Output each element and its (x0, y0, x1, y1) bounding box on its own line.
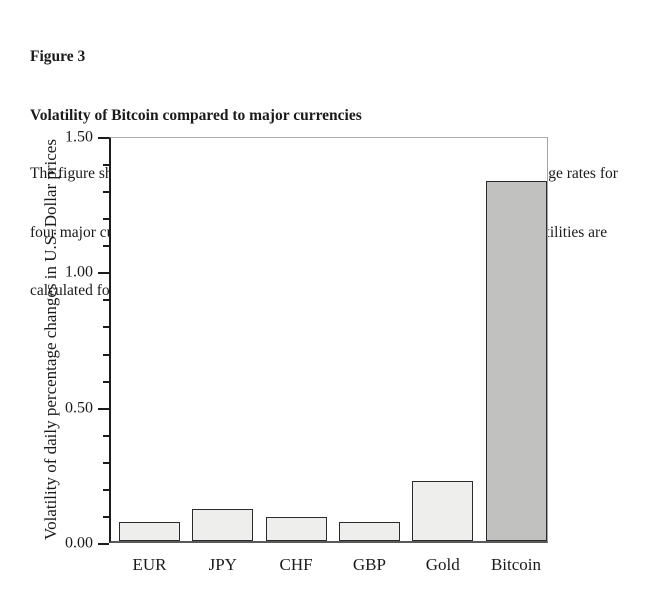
y-axis-title: Volatility of daily percentage changes i… (41, 139, 60, 541)
y-minor-tick (103, 434, 109, 437)
y-minor-tick (103, 326, 109, 329)
y-major-tick (98, 407, 109, 410)
y-tick-label: 0.50 (65, 399, 93, 417)
y-minor-tick (103, 461, 109, 464)
x-tick-label-jpy: JPY (208, 555, 237, 574)
y-minor-tick (103, 245, 109, 248)
plot-area: EUR JPY CHF GBP Gold Bitcoin 0.00 0.50 1.00 1.50 (65, 129, 548, 574)
y-tick-label: 1.50 (65, 128, 93, 146)
figure-label: Figure 3 (30, 48, 86, 65)
y-minor-tick (103, 515, 109, 518)
x-tick-label-eur: EUR (132, 555, 167, 574)
y-tick-label: 1.00 (65, 263, 93, 281)
figure-title: Volatility of Bitcoin compared to major … (30, 106, 362, 124)
x-tick-label-chf: CHF (279, 555, 313, 574)
y-minor-tick (103, 218, 109, 221)
x-tick-label-bitcoin: Bitcoin (490, 555, 542, 574)
y-major-tick (98, 543, 109, 545)
y-major-tick (98, 137, 109, 139)
bar-gbp (338, 522, 400, 541)
y-minor-tick (103, 299, 109, 302)
bar-bitcoin (485, 181, 547, 541)
bar-gold (412, 481, 474, 541)
y-minor-tick (103, 488, 109, 491)
y-minor-tick (103, 380, 109, 383)
bar-chf (265, 516, 327, 541)
bar-eur (119, 522, 180, 541)
bar-jpy (192, 508, 254, 541)
y-tick-label: 0.00 (65, 534, 93, 552)
y-minor-tick (103, 191, 109, 194)
y-major-tick (98, 272, 109, 275)
x-tick-label-gbp: GBP (352, 555, 386, 574)
y-minor-tick (103, 353, 109, 356)
y-minor-tick (103, 164, 109, 167)
x-tick-label-gold: Gold (425, 555, 460, 574)
